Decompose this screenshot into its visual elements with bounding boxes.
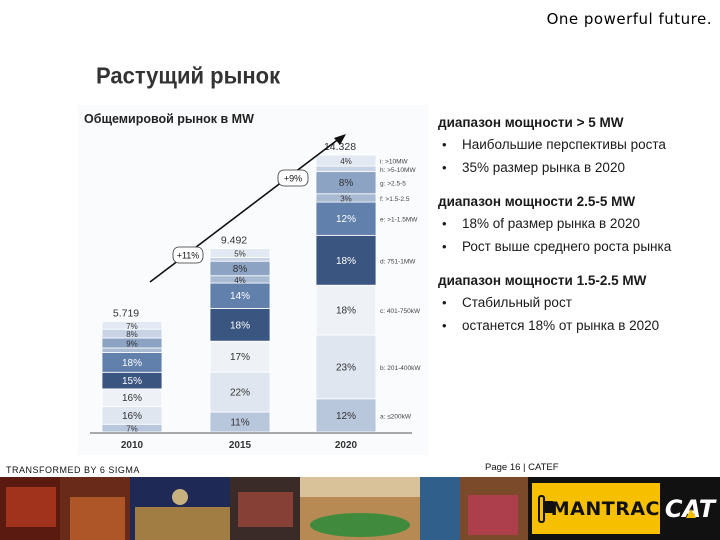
bar-segment	[209, 308, 271, 342]
legend-label: e: >1-1.5MW	[380, 217, 418, 224]
bullet-icon: •	[442, 239, 447, 254]
data-label: 12%	[336, 214, 356, 225]
legend-label: d: 751-1MW	[380, 258, 416, 265]
legend-label: h: >5-10MW	[380, 167, 416, 174]
bar-segment	[209, 248, 271, 258]
data-label: 8%	[126, 330, 138, 339]
mantrac-wordmark: MANTRAC	[550, 497, 660, 520]
data-label: 5%	[234, 250, 246, 259]
data-label: 16%	[122, 393, 142, 404]
data-label: 4%	[340, 157, 352, 166]
growth-badge	[172, 246, 204, 264]
total-label: 5.719	[113, 307, 139, 319]
section-title: диапазон мощности > 5 MW	[438, 115, 624, 130]
data-label: 3%	[340, 194, 352, 203]
bullet-icon: •	[442, 137, 447, 152]
bullet-text: Рост выше среднего роста рынка	[462, 239, 672, 254]
photo-collage	[0, 477, 528, 540]
data-label: 14%	[230, 291, 250, 302]
data-label: 18%	[230, 320, 250, 331]
bullet-icon: •	[442, 295, 447, 310]
chart-title: Общемировой рынок в MW	[84, 112, 254, 126]
bar-segment	[209, 371, 271, 413]
x-tick-label: 2010	[121, 440, 144, 451]
bar-segment	[315, 165, 377, 173]
data-label: 23%	[336, 362, 356, 373]
growth-arrow-head	[334, 134, 346, 145]
data-label: 11%	[230, 418, 249, 429]
data-label: 18%	[336, 306, 356, 317]
cat-triangle-icon	[686, 509, 696, 518]
bullet-text: останется 18% от рынка в 2020	[462, 318, 660, 333]
bar-segment	[315, 334, 377, 400]
bar-segment	[315, 201, 377, 236]
bar-segment	[209, 282, 271, 309]
data-label: 4%	[234, 276, 246, 285]
photo-strip	[0, 477, 528, 540]
bullet-text: 35% размер рынка в 2020	[462, 160, 625, 175]
bullet-item: • 35% размер рынка в 2020	[438, 158, 718, 177]
bullet-text: 18% of размер рынка в 2020	[462, 216, 640, 231]
bullet-text: Наибольшие перспективы роста	[462, 137, 666, 152]
bar-segment	[101, 347, 163, 353]
bullet-item: • останется 18% от рынка в 2020	[438, 316, 718, 335]
growth-label: +9%	[284, 174, 302, 184]
total-label: 9.492	[221, 234, 247, 246]
data-label: 18%	[122, 358, 142, 369]
page-title: Растущий рынок	[96, 62, 281, 89]
bullet-icon: •	[442, 318, 447, 333]
bar-segment	[315, 234, 377, 286]
section-1-5-2-5mw: диапазон мощности 1.5-2.5 MW • Стабильный…	[438, 273, 718, 335]
data-label: 17%	[230, 352, 250, 363]
growth-badge	[277, 169, 309, 187]
legend-label: a: ≤200kW	[380, 413, 412, 420]
section-title: диапазон мощности 1.5-2.5 MW	[438, 273, 647, 288]
bullet-text: Стабильный рост	[462, 295, 572, 310]
bullet-item: • Рост выше среднего роста рынка	[438, 237, 718, 256]
data-label: 15%	[122, 376, 142, 387]
x-tick-label: 2020	[335, 440, 358, 451]
page-number: Page 16 | CATEF	[485, 462, 559, 473]
bullet-icon: •	[442, 160, 447, 175]
data-label: 22%	[230, 388, 250, 399]
tagline: One powerful future.	[546, 10, 712, 28]
legend-label: c: 401-750kW	[380, 308, 421, 315]
legend-label: f: >1.5-2.5	[380, 196, 410, 203]
bar-segment	[101, 321, 163, 330]
x-tick-label: 2015	[229, 440, 252, 451]
data-label: 8%	[339, 178, 354, 189]
data-label: 7%	[126, 322, 138, 331]
data-label: 7%	[126, 425, 138, 434]
bullet-item: • Наибольшие перспективы роста	[438, 135, 718, 154]
mantrac-emblem-icon	[538, 494, 553, 523]
footer-tagline: TRANSFORMED BY 6 SIGMA	[6, 465, 140, 475]
logo-bar: MANTRAC CAT	[528, 477, 720, 540]
bar-segment	[209, 340, 271, 373]
bullet-item: • 18% of размер рынка в 2020	[438, 214, 718, 233]
bullet-item: • Стабильный рост	[438, 293, 718, 312]
section-over-5mw: диапазон мощности > 5 MW • Наибольшие пер…	[438, 115, 718, 177]
data-label: 12%	[336, 411, 356, 422]
insights-column: диапазон мощности > 5 MW • Наибольшие пер…	[438, 115, 718, 352]
data-label: 18%	[336, 256, 356, 267]
mantrac-logo: MANTRAC	[532, 483, 660, 534]
growth-label: +11%	[177, 251, 200, 261]
section-2-5-5mw: диапазон мощности 2.5-5 MW • 18% of разме…	[438, 194, 718, 256]
bar-segment	[315, 154, 377, 167]
bullet-icon: •	[442, 216, 447, 231]
bar-segment	[315, 284, 377, 336]
legend-label: i: >10MW	[380, 159, 408, 166]
data-label: 8%	[233, 264, 248, 275]
section-title: диапазон мощности 2.5-5 MW	[438, 194, 636, 209]
legend-label: g: >2.5-5	[380, 181, 406, 188]
legend-label: b: 201-400kW	[380, 365, 421, 372]
cat-logo: CAT	[664, 483, 716, 534]
data-label: 9%	[126, 339, 138, 348]
data-label: 16%	[122, 411, 142, 422]
